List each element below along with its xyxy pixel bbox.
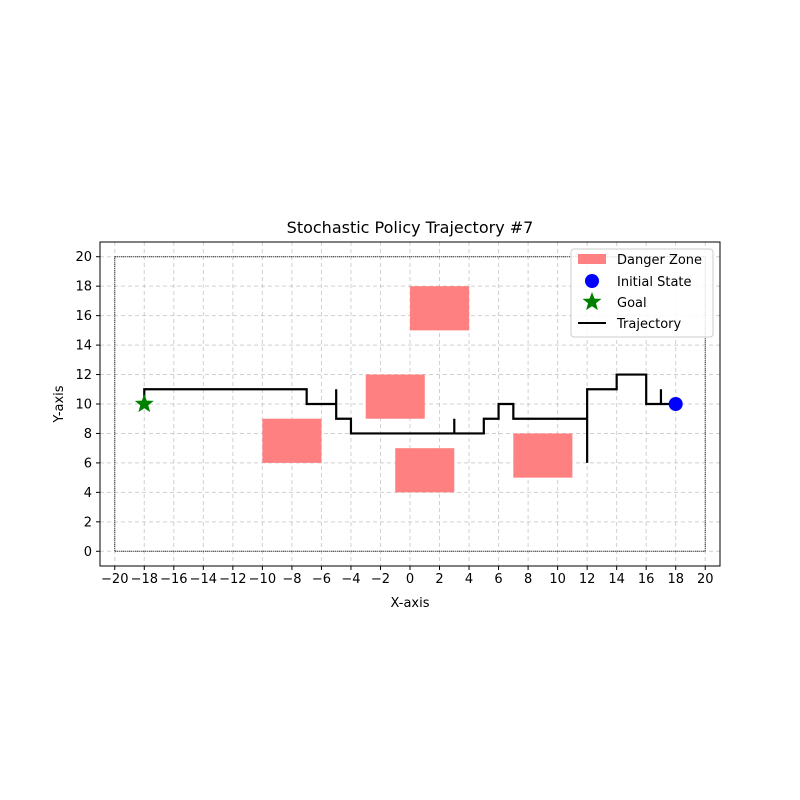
y-tick-label: 12: [75, 368, 92, 383]
x-tick-label: −6: [312, 572, 331, 587]
legend-trajectory-label: Trajectory: [616, 317, 681, 332]
y-tick-label: 0: [84, 545, 92, 560]
chart-title: Stochastic Policy Trajectory #7: [287, 218, 534, 237]
x-tick-label: 8: [524, 572, 532, 587]
goal-star-marker: [134, 394, 154, 413]
danger-zones: [262, 286, 573, 493]
legend-goal-label: Goal: [617, 296, 647, 311]
x-tick-label: 18: [667, 572, 684, 587]
x-tick-label: −4: [341, 572, 360, 587]
x-tick-label: −14: [190, 572, 217, 587]
y-tick-label: 10: [75, 398, 92, 413]
x-tick-label: 10: [549, 572, 566, 587]
y-axis-label: Y-axis: [52, 385, 67, 423]
x-tick-label: 16: [638, 572, 655, 587]
x-tick-label: 6: [494, 572, 502, 587]
danger-zone-rect: [365, 374, 425, 419]
legend-frame: [570, 248, 714, 338]
danger-zone-rect: [262, 418, 322, 463]
x-tick-label: 2: [435, 572, 443, 587]
legend-initial-state-marker: [585, 274, 599, 288]
markers: [134, 394, 683, 413]
y-tick-label: 16: [75, 309, 92, 324]
x-tick-label: −10: [249, 572, 276, 587]
environment-boundary: [114, 256, 706, 552]
trajectory-series: [143, 373, 676, 463]
danger-zone-rect: [410, 286, 470, 331]
y-tick-label: 18: [75, 280, 92, 295]
trajectory-line: [143, 373, 676, 463]
danger-zone-rect: [395, 448, 455, 493]
x-tick-label: 4: [465, 572, 473, 587]
legend-initial-state-label: Initial State: [617, 275, 692, 290]
x-tick-label: −20: [101, 572, 128, 587]
y-tick-label: 8: [84, 427, 92, 442]
danger-zone-rect: [513, 433, 573, 478]
x-tick-label: −16: [160, 572, 187, 587]
x-tick-label: −8: [282, 572, 301, 587]
y-tick-label: 6: [84, 456, 92, 471]
x-tick-label: 0: [406, 572, 414, 587]
y-tick-label: 20: [75, 250, 92, 265]
y-tick-label: 2: [84, 515, 92, 530]
boundary-rect: [114, 256, 706, 552]
x-tick-label: −18: [131, 572, 158, 587]
legend: Danger Zone Initial State Goal Trajector…: [570, 248, 714, 338]
legend-danger-zone-label: Danger Zone: [617, 253, 702, 268]
x-tick-label: 14: [608, 572, 625, 587]
x-tick-label: 20: [697, 572, 714, 587]
x-tick-label: 12: [579, 572, 596, 587]
x-axis-label: X-axis: [391, 596, 430, 611]
initial-state-marker: [668, 397, 683, 411]
x-tick-label: −12: [219, 572, 246, 587]
axis-ticks: −20 −18 −16 −14 −12 −10 −8 −6 −4 −2 0 2 4 6 8 10 12 14 16 1…: [75, 250, 713, 587]
legend-danger-zone-swatch: [578, 254, 606, 264]
legend-goal-star-icon: [582, 292, 602, 311]
x-tick-label: −2: [371, 572, 390, 587]
y-tick-label: 4: [84, 486, 92, 501]
y-tick-label: 14: [75, 339, 92, 354]
